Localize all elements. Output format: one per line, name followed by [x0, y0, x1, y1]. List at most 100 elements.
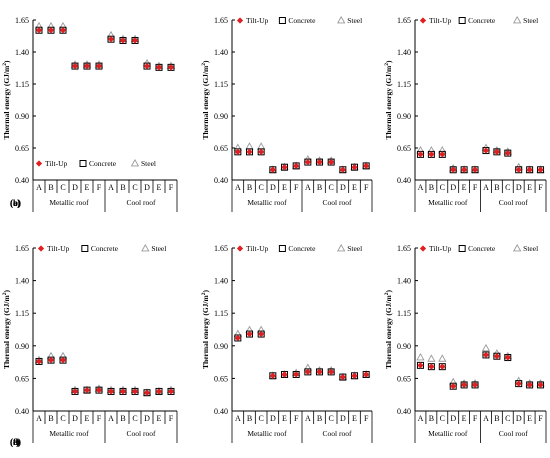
- data-point: [119, 37, 127, 44]
- data-point: [245, 142, 254, 150]
- y-axis-title: Thermal energy (GJ/m2): [201, 290, 210, 369]
- y-tick-label: 0.65: [397, 144, 411, 153]
- group-label: Cool roof: [323, 198, 352, 207]
- legend-label: Tilt-Up: [429, 16, 451, 25]
- y-axis-title: Thermal energy (GJ/m2): [201, 60, 210, 139]
- data-point: [83, 62, 91, 70]
- data-point: [416, 353, 425, 361]
- data-point: [95, 387, 103, 394]
- data-point: [427, 354, 436, 362]
- legend-label: Steel: [347, 16, 362, 25]
- legend-marker: [278, 245, 286, 252]
- legend-marker: [337, 243, 346, 252]
- data-point: [35, 27, 43, 34]
- data-point: [537, 381, 544, 389]
- group-label: Metallic roof: [247, 429, 287, 438]
- y-tick-label: 0.40: [214, 407, 228, 416]
- data-point: [59, 27, 67, 34]
- y-axis-title: Thermal energy (GJ/m2): [384, 290, 393, 369]
- x-tick-label: B: [120, 414, 125, 423]
- x-tick-label: F: [538, 414, 543, 423]
- legend-marker: [35, 160, 43, 167]
- y-tick-label: 1.65: [397, 244, 411, 253]
- x-tick-label: D: [450, 414, 456, 423]
- data-point: [234, 148, 241, 155]
- x-tick-label: E: [282, 414, 287, 423]
- legend-label: Tilt-Up: [246, 244, 268, 253]
- x-tick-label: E: [527, 414, 532, 423]
- y-axis-title: Thermal energy (GJ/m2): [384, 60, 393, 139]
- legend-marker: [419, 17, 427, 24]
- x-tick-label: A: [305, 183, 311, 192]
- chart-panel: 0.40 0.65 0.90 1.15 1.40 1.65 Thermal energy (…: [10, 243, 547, 447]
- legend-label: Steel: [151, 244, 166, 253]
- data-point: [256, 142, 266, 150]
- data-point: [59, 357, 67, 364]
- legend-marker: [458, 245, 466, 252]
- data-point: [304, 368, 311, 375]
- y-tick-label: 1.40: [15, 277, 29, 286]
- data-point: [167, 64, 175, 71]
- data-point: [71, 62, 79, 70]
- x-tick-label: B: [429, 183, 434, 192]
- panel-label: (b): [10, 198, 21, 208]
- x-tick-label: F: [97, 183, 102, 192]
- data-point: [47, 27, 55, 34]
- panel-label: (d): [10, 437, 21, 447]
- legend-label: Tilt-Up: [45, 159, 67, 168]
- x-tick-label: C: [60, 183, 65, 192]
- y-tick-label: 1.15: [214, 80, 228, 89]
- y-axis-title: Thermal energy (GJ/m2): [2, 60, 11, 139]
- y-tick-label: 1.65: [15, 16, 29, 25]
- data-point: [450, 166, 457, 173]
- data-point: [482, 351, 490, 359]
- x-tick-label: D: [270, 183, 276, 192]
- x-tick-label: B: [247, 183, 252, 192]
- x-tick-label: A: [483, 183, 489, 192]
- x-tick-label: D: [516, 183, 522, 192]
- y-tick-label: 1.40: [397, 277, 411, 286]
- legend-marker: [513, 15, 522, 24]
- y-tick-label: 0.40: [397, 176, 411, 185]
- data-point: [71, 388, 79, 395]
- x-tick-label: F: [473, 183, 478, 192]
- data-point: [246, 148, 253, 155]
- legend-marker: [141, 243, 150, 252]
- x-tick-label: C: [505, 414, 510, 423]
- data-point: [328, 158, 335, 166]
- y-tick-label: 1.40: [397, 48, 411, 57]
- legend-label: Concrete: [468, 16, 496, 25]
- legend-label: Steel: [141, 159, 156, 168]
- y-tick-label: 1.40: [214, 48, 228, 57]
- data-point: [504, 150, 511, 157]
- x-tick-label: E: [282, 183, 287, 192]
- chart-panel: 0.40 0.65 0.90 1.15 1.40 1.65 Thermal energy (…: [10, 243, 373, 447]
- data-point: [504, 354, 511, 361]
- x-tick-label: E: [352, 414, 357, 423]
- x-tick-label: F: [97, 414, 102, 423]
- y-tick-label: 0.65: [15, 144, 29, 153]
- y-tick-label: 1.40: [15, 48, 29, 57]
- y-tick-label: 0.90: [397, 112, 411, 121]
- data-point: [143, 62, 151, 70]
- chart-panel: 0.40 0.65 0.90 1.15 1.40 1.65 Thermal energy (…: [10, 15, 547, 212]
- data-point: [155, 64, 163, 71]
- x-tick-label: A: [36, 183, 42, 192]
- y-tick-label: 0.65: [15, 374, 29, 383]
- data-point: [351, 372, 358, 379]
- x-tick-label: A: [483, 414, 489, 423]
- x-tick-label: E: [157, 414, 162, 423]
- x-tick-label: F: [538, 183, 543, 192]
- legend: Tilt-Up Concrete Steel: [419, 243, 538, 253]
- y-tick-label: 0.65: [214, 144, 228, 153]
- group-label: Cool roof: [499, 198, 528, 207]
- x-tick-label: B: [317, 183, 322, 192]
- x-tick-label: B: [429, 414, 434, 423]
- x-tick-label: A: [235, 414, 241, 423]
- y-tick-label: 1.65: [15, 244, 29, 253]
- y-tick-label: 1.15: [15, 80, 29, 89]
- panel-label: (c): [10, 198, 20, 208]
- x-tick-label: E: [527, 183, 532, 192]
- data-point: [481, 343, 491, 352]
